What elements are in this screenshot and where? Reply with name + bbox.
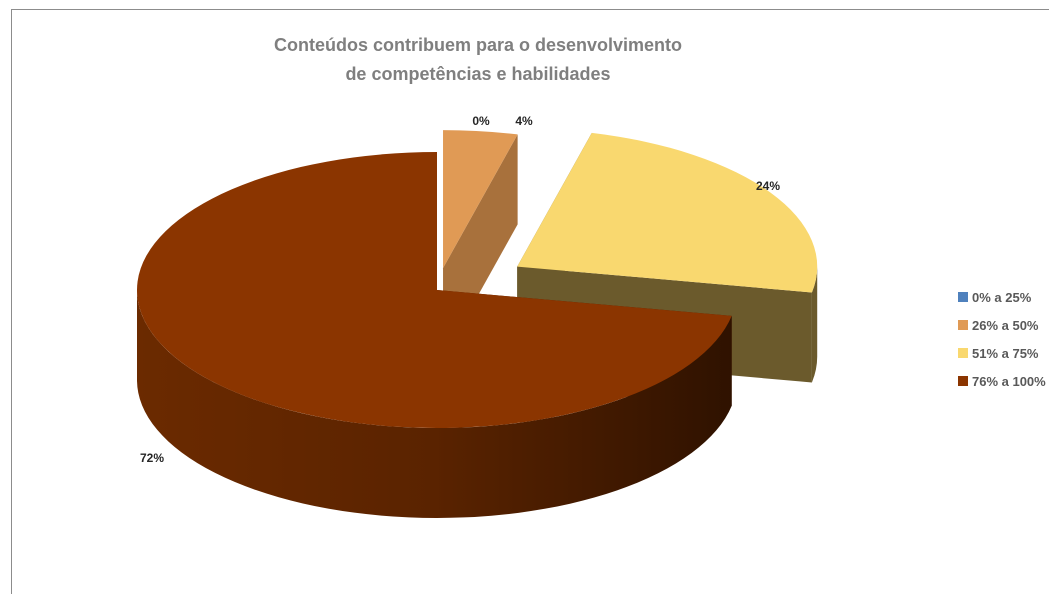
data-labels: 0% 4% 24% 72% bbox=[140, 114, 780, 465]
legend-swatch-76-a-100 bbox=[958, 376, 968, 386]
data-label-76-a-100: 72% bbox=[140, 451, 164, 465]
data-label-26-a-50: 4% bbox=[515, 114, 533, 128]
chart-frame bbox=[11, 9, 1049, 594]
legend-swatch-26-a-50 bbox=[958, 320, 968, 330]
chart-title-line-2: de competências e habilidades bbox=[345, 64, 610, 84]
slice-side-76-a-100 bbox=[137, 290, 732, 518]
legend-label-51-a-75: 51% a 75% bbox=[972, 346, 1039, 361]
legend-label-26-a-50: 26% a 50% bbox=[972, 318, 1039, 333]
slice-76-a-100 bbox=[137, 152, 732, 518]
slice-top-76-a-100 bbox=[137, 152, 732, 428]
legend-label-76-a-100: 76% a 100% bbox=[972, 374, 1046, 389]
slice-top-26-a-50 bbox=[443, 130, 518, 269]
legend-swatch-51-a-75 bbox=[958, 348, 968, 358]
chart-title-line-1: Conteúdos contribuem para o desenvolvime… bbox=[274, 35, 682, 55]
pie-slices bbox=[137, 130, 818, 518]
data-label-0-a-25: 0% bbox=[472, 114, 490, 128]
legend: 0% a 25% 26% a 50% 51% a 75% 76% a 100% bbox=[958, 290, 1046, 389]
legend-swatch-0-a-25 bbox=[958, 292, 968, 302]
slice-side-51-a-75 bbox=[811, 266, 818, 383]
data-label-51-a-75: 24% bbox=[756, 179, 780, 193]
legend-label-0-a-25: 0% a 25% bbox=[972, 290, 1032, 305]
slice-top-51-a-75 bbox=[517, 132, 818, 293]
